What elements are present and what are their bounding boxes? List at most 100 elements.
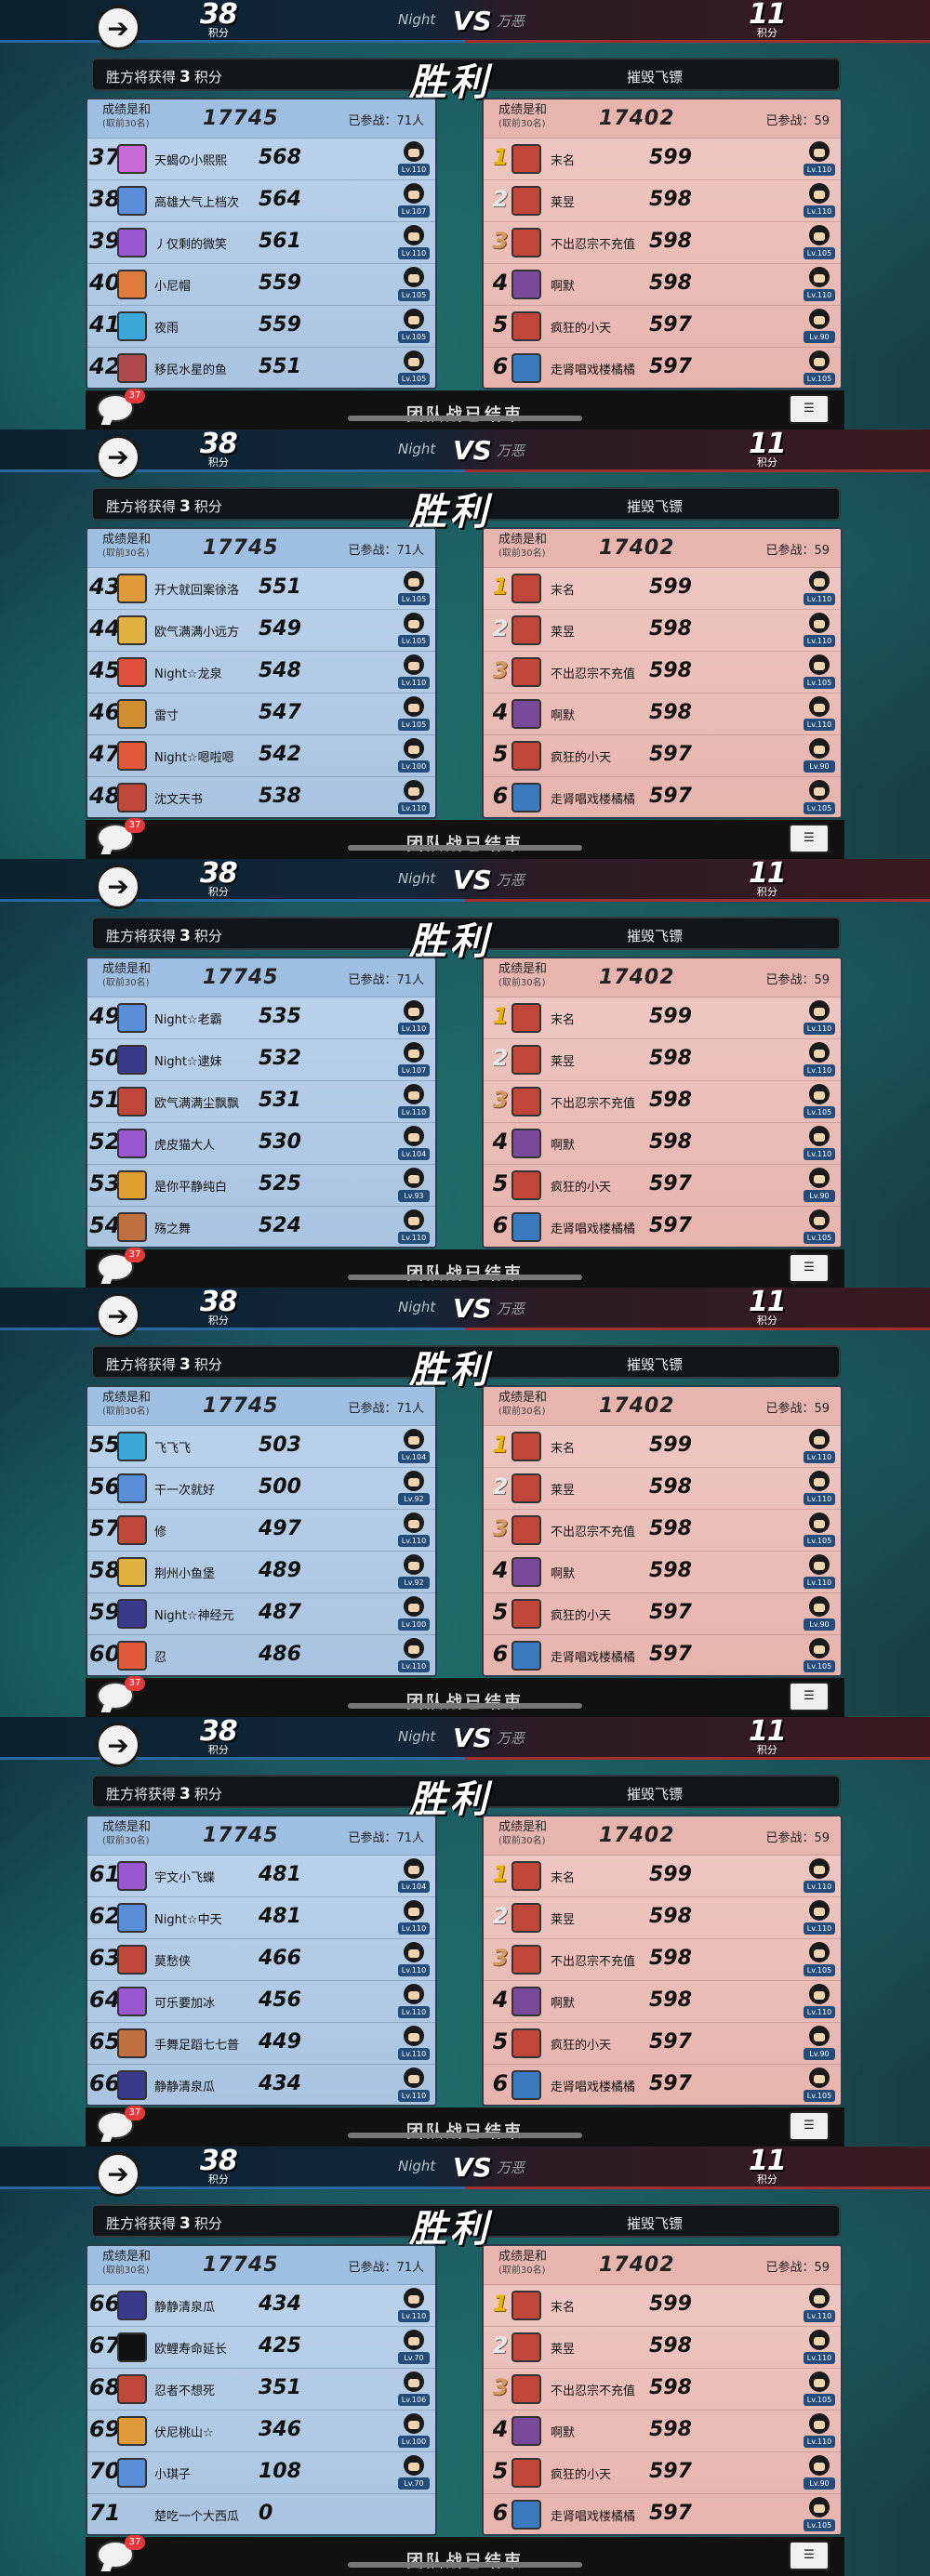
rank-row[interactable]: 4 啊默 598 Lv.110	[484, 694, 841, 735]
right-rank-list[interactable]: 1 末名 599 Lv.110 2 莱昱 598 Lv.110 3 不出忍宗不充…	[484, 1426, 841, 1675]
rank-row[interactable]: 3 不出忍宗不充值 598 Lv.105	[484, 1081, 841, 1123]
back-arrow-icon[interactable]: ➔	[96, 6, 140, 50]
rank-row[interactable]: 58 荆州小鱼堡 489 Lv.92	[87, 1552, 435, 1594]
rank-row[interactable]: 6 走肾唱戏楼橘橘 597 Lv.105	[484, 1207, 841, 1247]
rank-row[interactable]: 71 楚吃一个大西瓜 0	[87, 2494, 435, 2534]
swipe-handle[interactable]	[348, 2561, 582, 2568]
rank-row[interactable]: 3 不出忍宗不充值 598 Lv.105	[484, 652, 841, 694]
rank-row[interactable]: 62 Night☆中天 481 Lv.110	[87, 1897, 435, 1940]
team-battle-icon[interactable]: ☰	[789, 2540, 830, 2570]
swipe-handle[interactable]	[348, 2133, 582, 2139]
rank-row[interactable]: 4 啊默 598 Lv.110	[484, 1123, 841, 1165]
rank-row[interactable]: 60 忍 486 Lv.110	[87, 1635, 435, 1675]
rank-row[interactable]: 4 啊默 598 Lv.110	[484, 1981, 841, 2024]
rank-row[interactable]: 38 高雄大气上档次 564 Lv.107	[87, 180, 435, 222]
rank-row[interactable]: 63 莫愁侠 466 Lv.110	[87, 1939, 435, 1982]
rank-row[interactable]: 69 伏尼桃山☆ 346 Lv.100	[87, 2411, 435, 2452]
rank-row[interactable]: 66 静静清泉瓜 434 Lv.110	[87, 2285, 435, 2327]
rank-row[interactable]: 6 走肾唱戏楼橘橘 597 Lv.105	[484, 777, 841, 817]
swipe-handle[interactable]	[348, 1703, 582, 1710]
rank-row[interactable]: 40 小尼帽 559 Lv.105	[87, 264, 435, 306]
rank-row[interactable]: 2 莱昱 598 Lv.110	[484, 1039, 841, 1081]
swipe-handle[interactable]	[348, 1274, 582, 1280]
right-rank-list[interactable]: 1 末名 599 Lv.110 2 莱昱 598 Lv.110 3 不出忍宗不充…	[484, 568, 841, 817]
rank-row[interactable]: 65 手舞足蹈七七普 449 Lv.110	[87, 2023, 435, 2066]
rank-row[interactable]: 5 疯狂的小天 597 Lv.90	[484, 306, 841, 348]
back-arrow-icon[interactable]: ➔	[96, 434, 140, 480]
team-battle-icon[interactable]: ☰	[789, 1682, 830, 1712]
rank-row[interactable]: 6 走肾唱戏楼橘橘 597 Lv.105	[484, 1635, 841, 1675]
rank-row[interactable]: 4 啊默 598 Lv.110	[484, 1552, 841, 1594]
rank-row[interactable]: 51 欧气满满尘飘飘 531 Lv.110	[87, 1081, 435, 1123]
left-rank-list[interactable]: 55 飞飞飞 503 Lv.104 56 干一次就好 500 Lv.92 57 …	[87, 1426, 435, 1675]
rank-row[interactable]: 42 移民水星的鱼 551 Lv.105	[87, 348, 435, 388]
rank-row[interactable]: 2 莱昱 598 Lv.110	[484, 1468, 841, 1511]
rank-row[interactable]: 50 Night☆逮妹 532 Lv.107	[87, 1039, 435, 1081]
rank-row[interactable]: 66 静静清泉瓜 434 Lv.110	[87, 2065, 435, 2105]
left-rank-list[interactable]: 37 天蝎の小熙熙 568 Lv.110 38 高雄大气上档次 564 Lv.1…	[87, 139, 435, 388]
rank-row[interactable]: 1 末名 599 Lv.110	[484, 997, 841, 1039]
team-battle-icon[interactable]: ☰	[789, 1252, 830, 1283]
chat-bubble-icon[interactable]	[97, 823, 134, 852]
rank-row[interactable]: 46 雷寸 547 Lv.105	[87, 694, 435, 735]
rank-row[interactable]: 6 走肾唱戏楼橘橘 597 Lv.105	[484, 348, 841, 388]
rank-row[interactable]: 56 干一次就好 500 Lv.92	[87, 1468, 435, 1511]
rank-row[interactable]: 5 疯狂的小天 597 Lv.90	[484, 735, 841, 777]
rank-row[interactable]: 3 不出忍宗不充值 598 Lv.105	[484, 1939, 841, 1982]
rank-row[interactable]: 53 是你平静纯白 525 Lv.93	[87, 1165, 435, 1207]
rank-row[interactable]: 57 修 497 Lv.110	[87, 1510, 435, 1552]
team-battle-icon[interactable]: ☰	[789, 2111, 830, 2142]
rank-row[interactable]: 4 啊默 598 Lv.110	[484, 2411, 841, 2452]
rank-row[interactable]: 48 沈文天书 538 Lv.110	[87, 777, 435, 817]
rank-row[interactable]: 44 欧气满满小远方 549 Lv.105	[87, 610, 435, 652]
rank-row[interactable]: 6 走肾唱戏楼橘橘 597 Lv.105	[484, 2065, 841, 2105]
rank-row[interactable]: 1 末名 599 Lv.110	[484, 139, 841, 180]
rank-row[interactable]: 61 宇文小飞蝶 481 Lv.104	[87, 1856, 435, 1898]
rank-row[interactable]: 5 疯狂的小天 597 Lv.90	[484, 1165, 841, 1207]
rank-row[interactable]: 49 Night☆老霸 535 Lv.110	[87, 997, 435, 1039]
back-arrow-icon[interactable]: ➔	[96, 2151, 140, 2197]
rank-row[interactable]: 52 虎皮猫大人 530 Lv.104	[87, 1123, 435, 1165]
left-rank-list[interactable]: 49 Night☆老霸 535 Lv.110 50 Night☆逮妹 532 L…	[87, 997, 435, 1247]
rank-row[interactable]: 3 不出忍宗不充值 598 Lv.105	[484, 222, 841, 264]
team-battle-icon[interactable]: ☰	[789, 823, 830, 853]
back-arrow-icon[interactable]: ➔	[96, 1723, 140, 1768]
rank-row[interactable]: 2 莱昱 598 Lv.110	[484, 610, 841, 652]
rank-row[interactable]: 41 夜雨 559 Lv.105	[87, 306, 435, 348]
rank-row[interactable]: 1 末名 599 Lv.110	[484, 568, 841, 610]
rank-row[interactable]: 68 忍者不想死 351 Lv.106	[87, 2369, 435, 2411]
rank-row[interactable]: 2 莱昱 598 Lv.110	[484, 1897, 841, 1940]
back-arrow-icon[interactable]: ➔	[96, 1293, 140, 1339]
right-rank-list[interactable]: 1 末名 599 Lv.110 2 莱昱 598 Lv.110 3 不出忍宗不充…	[484, 997, 841, 1247]
back-arrow-icon[interactable]: ➔	[96, 864, 140, 909]
right-rank-list[interactable]: 1 末名 599 Lv.110 2 莱昱 598 Lv.110 3 不出忍宗不充…	[484, 139, 841, 388]
right-rank-list[interactable]: 1 末名 599 Lv.110 2 莱昱 598 Lv.110 3 不出忍宗不充…	[484, 2285, 841, 2534]
team-battle-icon[interactable]: ☰	[789, 394, 830, 424]
left-rank-list[interactable]: 61 宇文小飞蝶 481 Lv.104 62 Night☆中天 481 Lv.1…	[87, 1856, 435, 2105]
rank-row[interactable]: 5 疯狂的小天 597 Lv.90	[484, 1593, 841, 1636]
rank-row[interactable]: 1 末名 599 Lv.110	[484, 1856, 841, 1898]
rank-row[interactable]: 45 Night☆龙泉 548 Lv.110	[87, 652, 435, 694]
swipe-handle[interactable]	[348, 416, 582, 421]
rank-row[interactable]: 3 不出忍宗不充值 598 Lv.105	[484, 1510, 841, 1552]
rank-row[interactable]: 54 殇之舞 524 Lv.110	[87, 1207, 435, 1247]
rank-row[interactable]: 5 疯狂的小天 597 Lv.90	[484, 2452, 841, 2494]
rank-row[interactable]: 1 末名 599 Lv.110	[484, 2285, 841, 2327]
rank-row[interactable]: 3 不出忍宗不充值 598 Lv.105	[484, 2369, 841, 2411]
rank-row[interactable]: 37 天蝎の小熙熙 568 Lv.110	[87, 139, 435, 180]
rank-row[interactable]: 6 走肾唱戏楼橘橘 597 Lv.105	[484, 2494, 841, 2534]
rank-row[interactable]: 1 末名 599 Lv.110	[484, 1426, 841, 1469]
left-rank-list[interactable]: 66 静静清泉瓜 434 Lv.110 67 欧鲤寿命延长 425 Lv.70 …	[87, 2285, 435, 2534]
rank-row[interactable]: 70 小琪子 108 Lv.70	[87, 2452, 435, 2494]
rank-row[interactable]: 67 欧鲤寿命延长 425 Lv.70	[87, 2327, 435, 2369]
rank-row[interactable]: 47 Night☆嗯啦嗯 542 Lv.100	[87, 735, 435, 777]
right-rank-list[interactable]: 1 末名 599 Lv.110 2 莱昱 598 Lv.110 3 不出忍宗不充…	[484, 1856, 841, 2105]
rank-row[interactable]: 5 疯狂的小天 597 Lv.90	[484, 2023, 841, 2066]
rank-row[interactable]: 64 可乐要加冰 456 Lv.110	[87, 1981, 435, 2024]
rank-row[interactable]: 59 Night☆神经元 487 Lv.100	[87, 1593, 435, 1636]
rank-row[interactable]: 55 飞飞飞 503 Lv.104	[87, 1426, 435, 1469]
rank-row[interactable]: 43 开大就回案徐洛 551 Lv.105	[87, 568, 435, 610]
rank-row[interactable]: 39 丿仅剩的微笑 561 Lv.110	[87, 222, 435, 264]
rank-row[interactable]: 2 莱昱 598 Lv.110	[484, 180, 841, 222]
rank-row[interactable]: 4 啊默 598 Lv.110	[484, 264, 841, 306]
